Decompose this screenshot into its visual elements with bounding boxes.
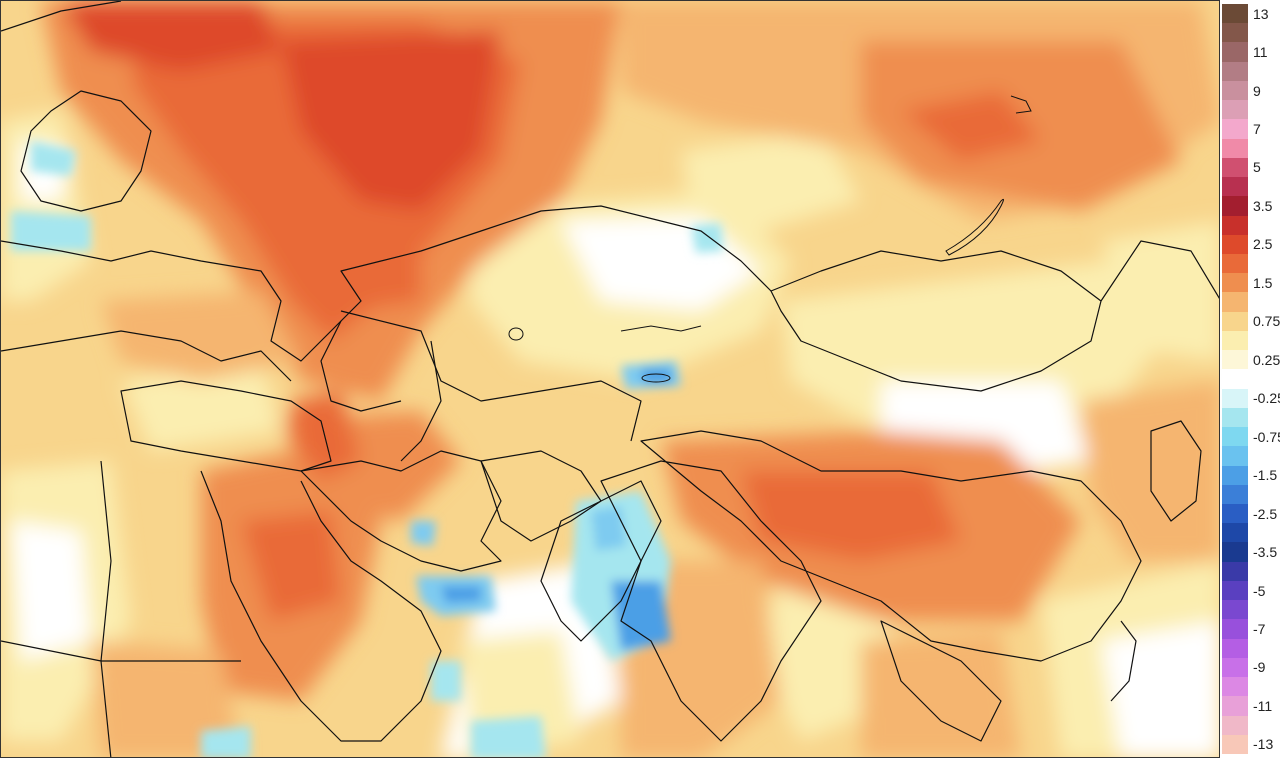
legend-tick-label: 0.75	[1253, 313, 1280, 330]
legend-swatch	[1222, 523, 1248, 543]
legend-tick-label: -2.5	[1253, 505, 1278, 522]
manchuria-border	[1100, 240, 1219, 302]
pakistan-outline	[540, 480, 662, 642]
legend-swatch	[1222, 138, 1248, 159]
legend-swatch	[1222, 4, 1248, 24]
legend-swatch	[1222, 42, 1248, 63]
lakes	[508, 95, 1032, 383]
legend-swatch	[1222, 369, 1248, 390]
legend-swatch	[1222, 696, 1248, 717]
legend-swatch	[1222, 580, 1248, 601]
china-outline	[640, 430, 1142, 662]
map-canvas	[1, 1, 1219, 757]
legend-swatch	[1222, 619, 1248, 640]
legend-tick-label: 13	[1253, 5, 1269, 22]
legend-tick-label: -11	[1253, 697, 1273, 714]
scandinavia-outline	[20, 90, 152, 212]
negative-anomaly-patches	[11, 141, 723, 757]
indochina-outline	[880, 620, 1002, 742]
legend-tick-label: -7	[1253, 621, 1266, 637]
legend-swatch	[1222, 427, 1248, 447]
caspian-west	[320, 320, 402, 412]
legend-swatch	[1222, 407, 1248, 428]
libya-border	[1, 640, 102, 662]
legend-tick-label: -1.5	[1253, 467, 1278, 484]
aral-sea	[508, 327, 524, 341]
legend-tick-label: 0.25	[1253, 351, 1280, 368]
legend-swatch	[1222, 465, 1248, 486]
turkey-outline	[120, 380, 332, 472]
legend-tick-label: 1.5	[1253, 274, 1273, 291]
legend-tick-label: 7	[1253, 121, 1261, 137]
lake-baikal	[945, 198, 1004, 256]
legend-tick-label: 11	[1253, 44, 1268, 61]
legend-tick-label: -13	[1253, 736, 1274, 753]
issyk-kul	[641, 373, 671, 383]
anomaly-map[interactable]	[0, 0, 1220, 758]
legend-swatch	[1222, 196, 1248, 217]
legend-swatch	[1222, 234, 1248, 255]
mongolia-outline	[770, 250, 1102, 392]
legend-swatch	[1222, 100, 1248, 120]
legend-swatch	[1222, 330, 1248, 351]
legend-swatch	[1222, 561, 1248, 582]
central-asia-border	[340, 310, 642, 442]
legend-swatch	[1222, 734, 1248, 755]
korea-outline	[1150, 420, 1202, 522]
india-outline	[600, 460, 822, 742]
legend-swatch	[1222, 484, 1248, 505]
legend-swatch	[1222, 273, 1248, 293]
legend-swatch	[1222, 254, 1248, 274]
legend-swatch	[1222, 388, 1248, 409]
legend-swatch	[1222, 119, 1248, 140]
taiwan-coast	[1110, 620, 1137, 702]
legend-swatch	[1222, 715, 1248, 736]
legend-swatch	[1222, 504, 1248, 524]
legend-swatch	[1222, 311, 1248, 332]
caspian-east	[400, 340, 442, 462]
legend-swatch	[1222, 600, 1248, 620]
legend-tick-label: -0.25	[1253, 390, 1280, 407]
legend-swatch	[1222, 542, 1248, 563]
legend-swatch	[1222, 657, 1248, 678]
legend-swatch	[1222, 23, 1248, 43]
legend-swatch	[1222, 292, 1248, 313]
color-scale-legend: 13 11 9 7 5 3.5 2.5 1.5 0.75 0.25 -0.25 -0.75 -1.5 -2…	[1220, 0, 1280, 758]
legend-swatch	[1222, 177, 1248, 197]
iran-outline	[300, 450, 502, 572]
lake-khanka	[1010, 95, 1032, 114]
afghanistan-outline	[480, 450, 602, 542]
black-sea-north	[1, 330, 292, 382]
legend-tick-label: 9	[1253, 82, 1261, 99]
legend-tick-label: 2.5	[1253, 236, 1273, 253]
russia-southern-border	[1, 205, 772, 362]
legend-swatch	[1222, 677, 1248, 697]
legend-swatch	[1222, 157, 1248, 178]
borders	[1, 1, 1219, 757]
legend-swatch	[1222, 80, 1248, 101]
legend-tick-label: -0.75	[1253, 428, 1280, 445]
legend-swatch	[1222, 215, 1248, 236]
legend-tick-label: 5	[1253, 159, 1261, 176]
legend-swatch	[1222, 350, 1248, 370]
arctic-coast	[1, 1, 122, 32]
arabia-outline	[200, 470, 442, 742]
legend-swatch	[1222, 446, 1248, 467]
egypt-west-border	[100, 460, 112, 757]
legend-tick-label: 3.5	[1253, 197, 1273, 214]
legend-swatch	[1222, 638, 1248, 659]
legend-swatch	[1222, 61, 1248, 82]
lake-balkhash	[620, 325, 702, 332]
legend-tick-label: -9	[1253, 659, 1266, 676]
legend-tick-label: -3.5	[1253, 544, 1278, 561]
legend-tick-label: -5	[1253, 582, 1266, 599]
